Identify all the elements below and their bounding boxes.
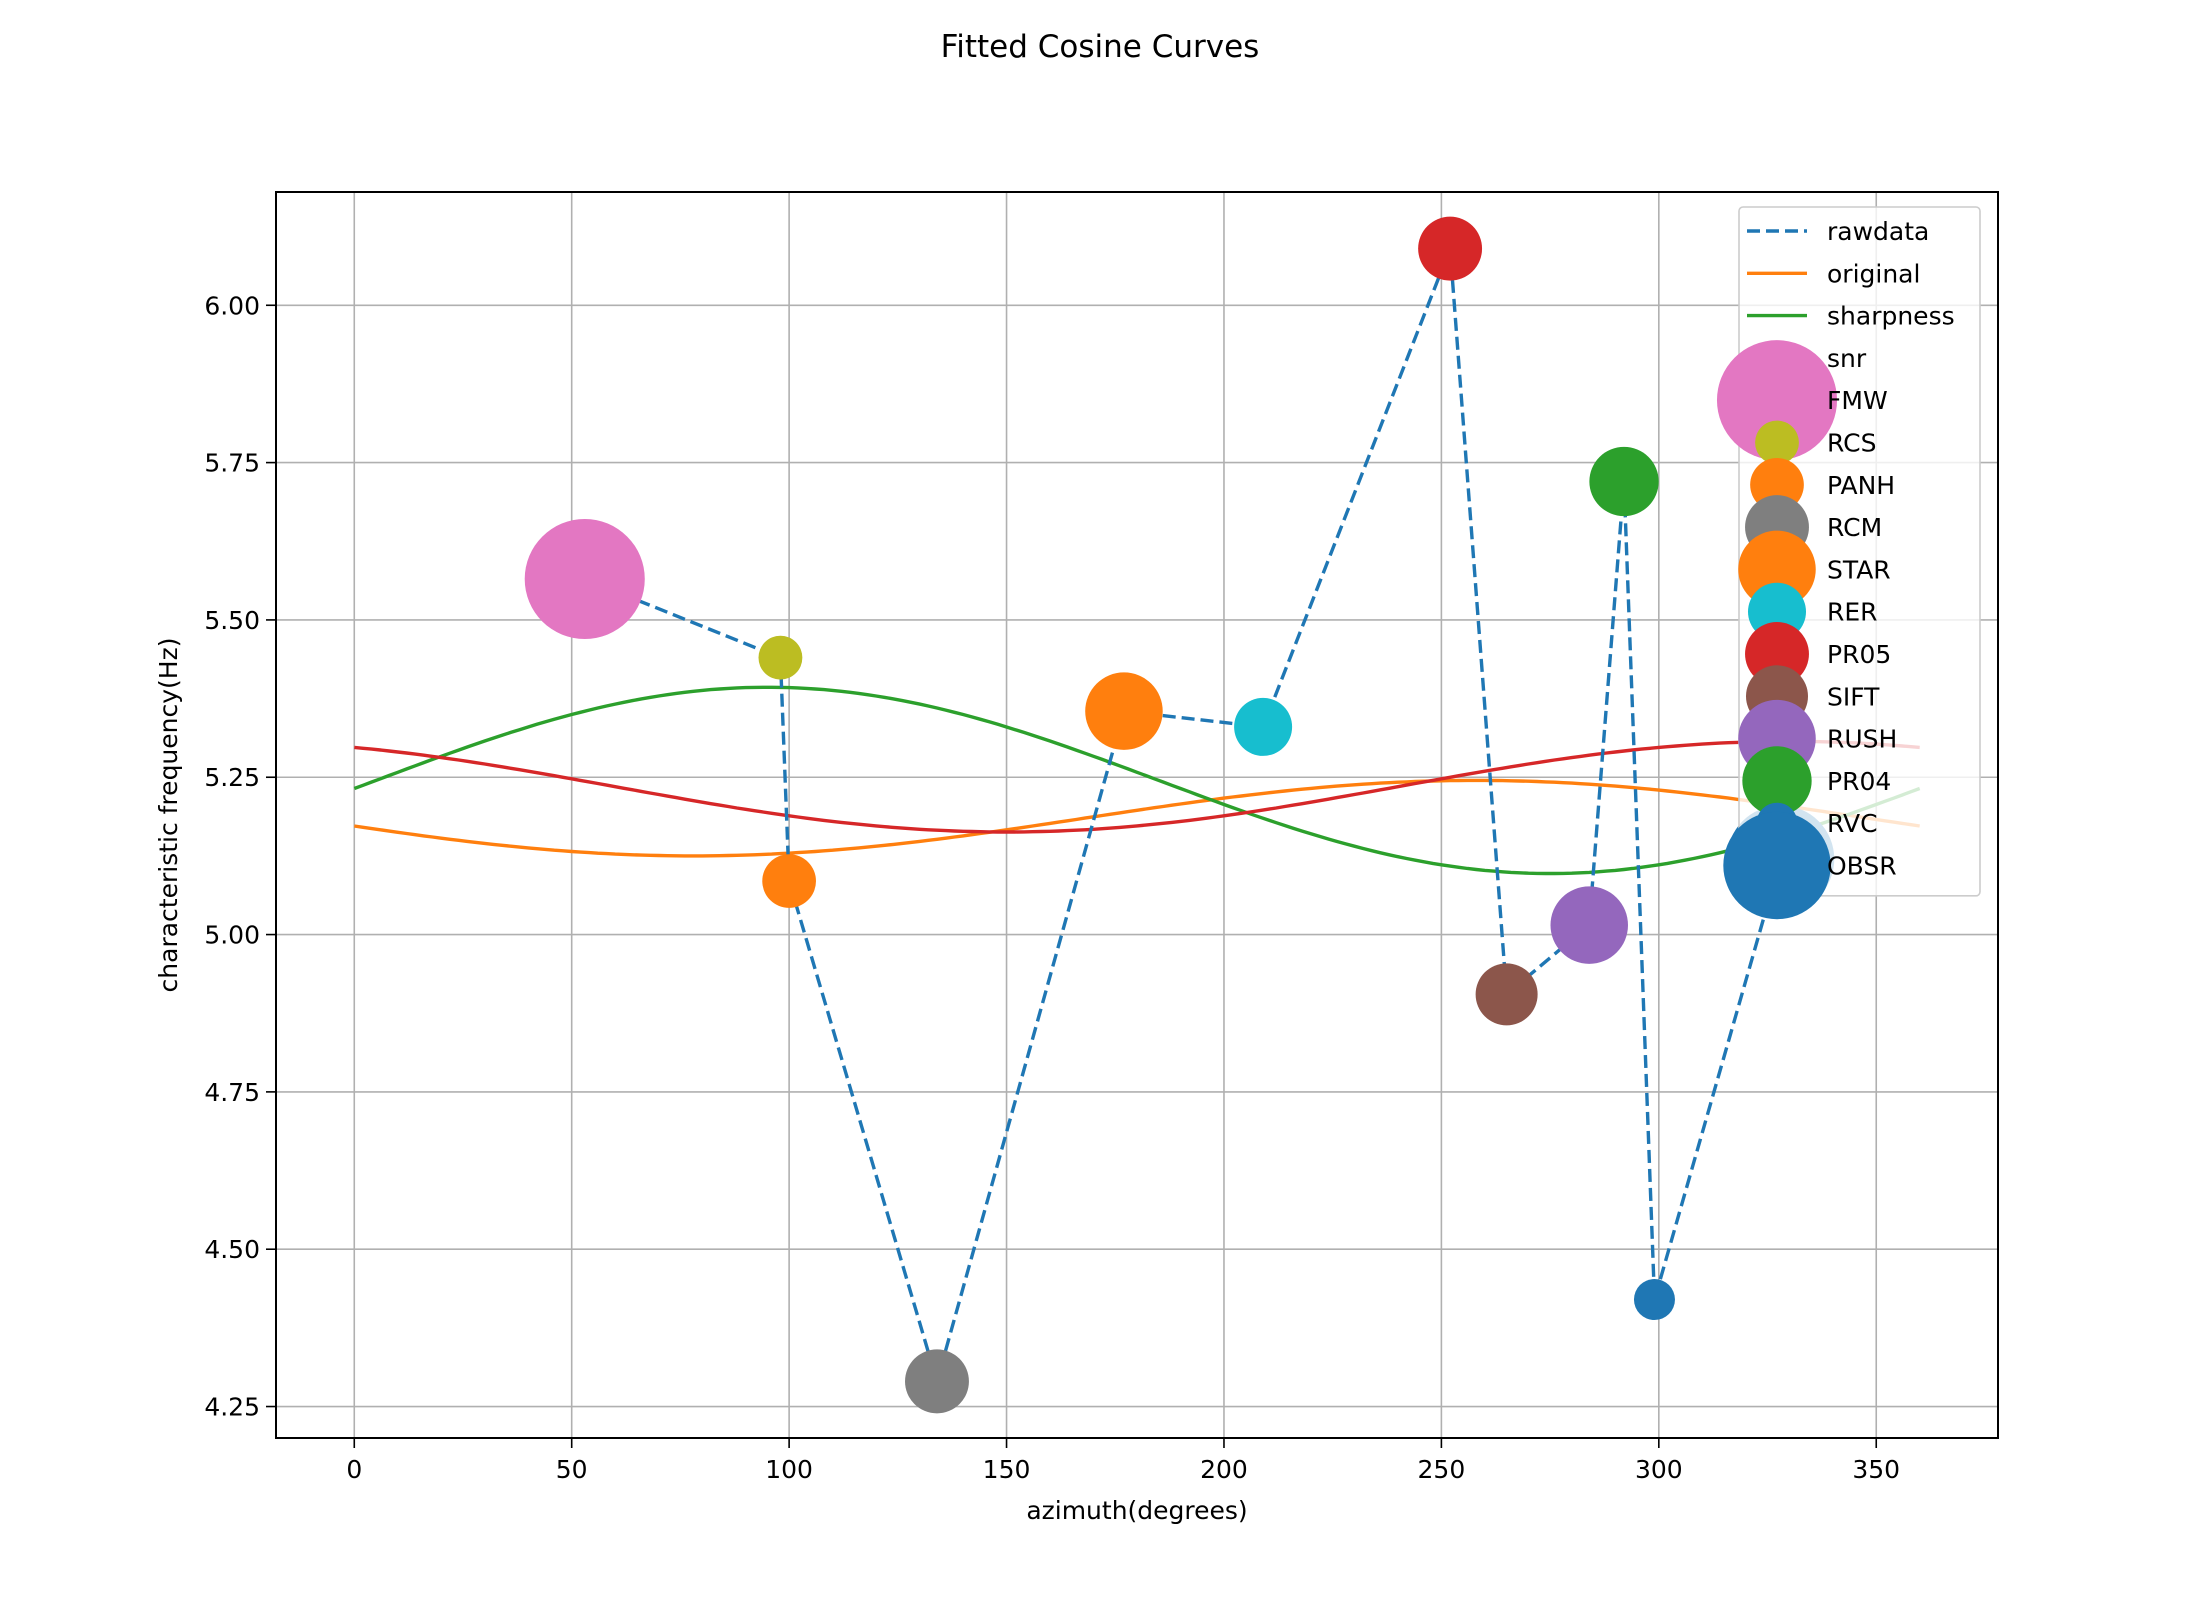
y-tick-label: 5.25 bbox=[204, 763, 260, 792]
legend-label-rvc: RVC bbox=[1827, 809, 1878, 838]
y-tick-label: 5.75 bbox=[204, 449, 260, 478]
x-tick-label: 200 bbox=[1200, 1455, 1248, 1484]
x-axis-label: azimuth(degrees) bbox=[1026, 1496, 1247, 1525]
curve-original bbox=[354, 778, 1920, 858]
x-tick-label: 350 bbox=[1852, 1455, 1900, 1484]
x-tick-label: 50 bbox=[556, 1455, 588, 1484]
legend-swatch-star bbox=[1738, 530, 1816, 609]
x-tick-label: 300 bbox=[1635, 1455, 1683, 1484]
point-panh bbox=[762, 854, 816, 908]
point-pr05 bbox=[1418, 216, 1483, 281]
curve-fit-2 bbox=[354, 739, 1920, 834]
y-tick-label: 4.25 bbox=[204, 1393, 260, 1422]
x-axis-ticks: 0 50 100 150 200 250 300 350 bbox=[346, 1438, 1900, 1484]
y-tick-label: 4.50 bbox=[204, 1235, 260, 1264]
legend-label-panh: PANH bbox=[1827, 471, 1895, 500]
point-fmw bbox=[524, 518, 645, 640]
point-rcs bbox=[758, 635, 803, 680]
point-rush bbox=[1550, 886, 1628, 964]
x-tick-label: 150 bbox=[983, 1455, 1031, 1484]
point-sift bbox=[1475, 963, 1538, 1026]
legend-label-pr05: PR05 bbox=[1827, 640, 1891, 669]
x-tick-label: 0 bbox=[346, 1455, 362, 1484]
rawdata-line bbox=[584, 247, 1783, 1388]
legend: rawdata original sharpness snr FMW RCS PANH RCM… bbox=[1716, 206, 1981, 920]
point-pr04 bbox=[1589, 446, 1659, 517]
y-tick-label: 4.75 bbox=[204, 1078, 260, 1107]
x-tick-label: 100 bbox=[765, 1455, 813, 1484]
y-tick-label: 5.00 bbox=[204, 921, 260, 950]
legend-label-fmw: FMW bbox=[1827, 386, 1888, 415]
legend-label-rcs: RCS bbox=[1827, 429, 1876, 458]
chart-title: Fitted Cosine Curves bbox=[941, 29, 1260, 65]
y-axis-label: characteristic frequency(Hz) bbox=[154, 638, 183, 993]
legend-label-rawdata: rawdata bbox=[1827, 217, 1929, 246]
legend-label-sharpness: sharpness bbox=[1827, 302, 1955, 331]
y-tick-label: 6.00 bbox=[204, 291, 260, 320]
legend-label-sift: SIFT bbox=[1827, 682, 1880, 711]
legend-label-obsr: OBSR bbox=[1827, 852, 1897, 881]
y-axis-ticks: 4.25 4.50 4.75 5.00 5.25 5.50 5.75 6.00 bbox=[204, 291, 276, 1422]
x-tick-label: 250 bbox=[1418, 1455, 1466, 1484]
legend-swatch-fmw bbox=[1716, 340, 1838, 461]
legend-label-rer: RER bbox=[1827, 598, 1878, 627]
legend-label-original: original bbox=[1827, 259, 1920, 288]
legend-label-star: STAR bbox=[1827, 555, 1891, 584]
point-star bbox=[1085, 672, 1163, 750]
legend-swatch-rcs bbox=[1755, 420, 1799, 465]
point-rvc bbox=[1633, 1279, 1675, 1321]
y-tick-label: 5.50 bbox=[204, 606, 260, 635]
legend-swatch-obsr bbox=[1723, 811, 1831, 920]
legend-label-rush: RUSH bbox=[1827, 725, 1897, 754]
fitted-curves bbox=[353, 685, 1921, 876]
plot-frame bbox=[275, 191, 1999, 1439]
point-rcm bbox=[905, 1349, 969, 1414]
point-rer bbox=[1234, 697, 1293, 756]
legend-label-snr: snr bbox=[1827, 344, 1867, 373]
legend-label-rcm: RCM bbox=[1827, 513, 1882, 542]
legend-swatch-pr04 bbox=[1742, 746, 1812, 816]
legend-label-pr04: PR04 bbox=[1827, 767, 1891, 796]
rawdata-line-group bbox=[584, 247, 1783, 1388]
curve-sharpness bbox=[353, 685, 1921, 876]
